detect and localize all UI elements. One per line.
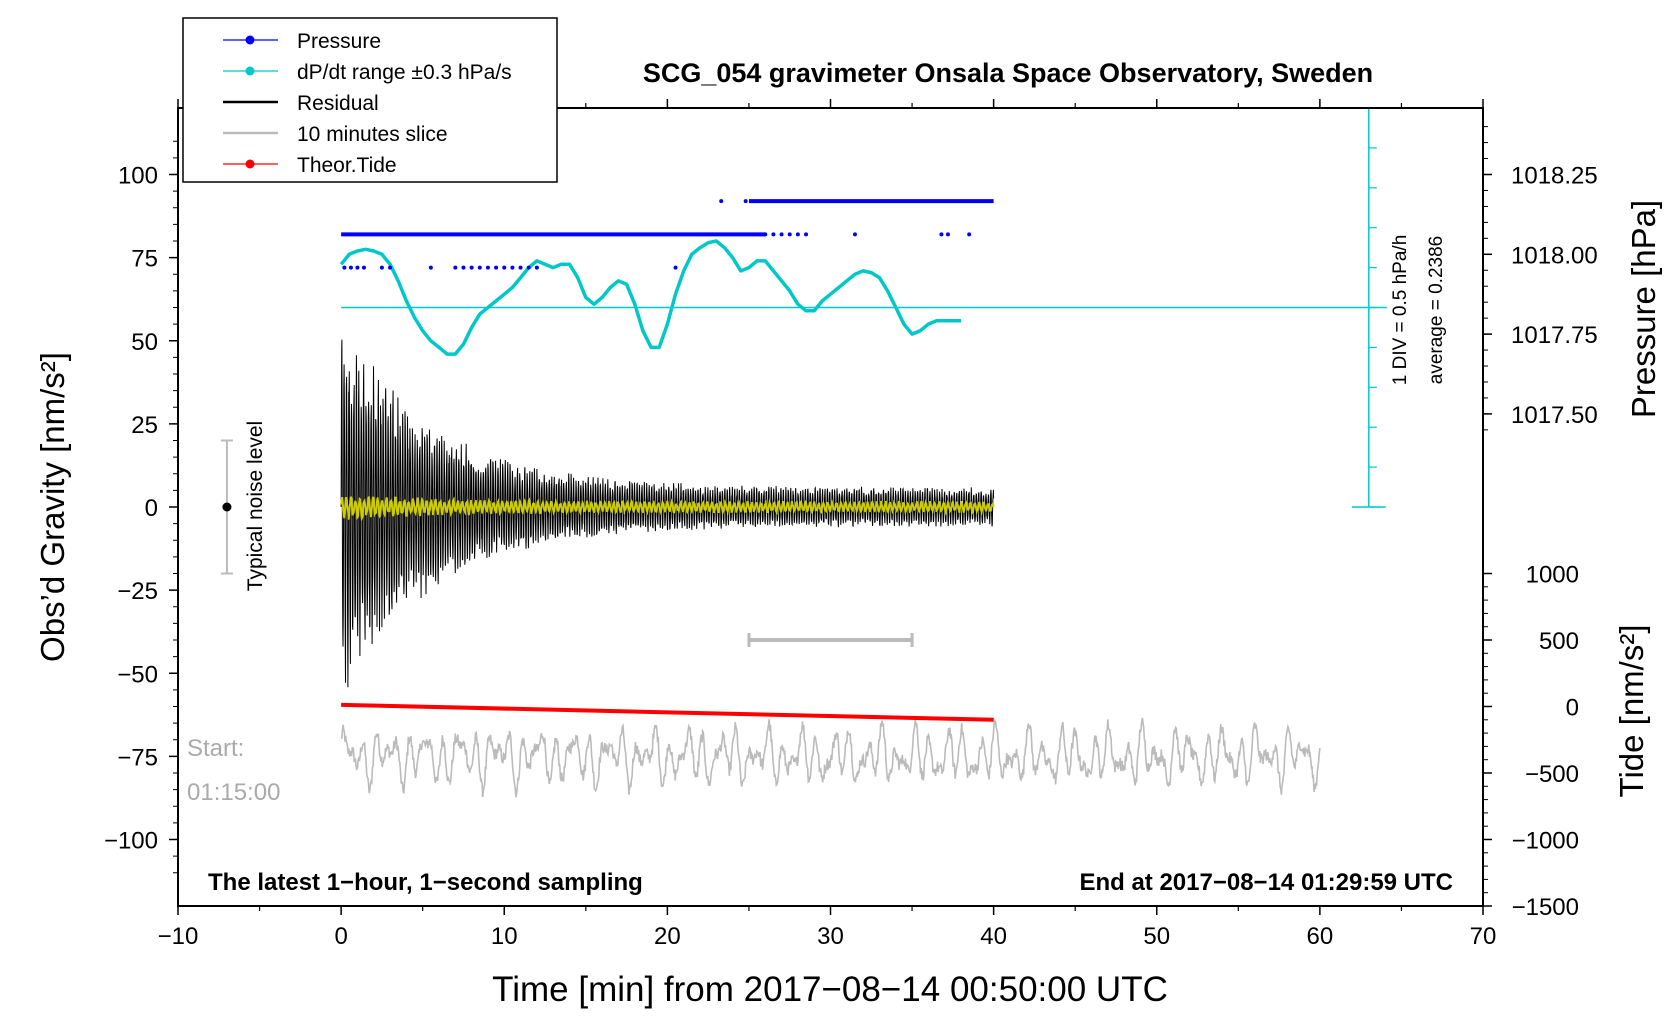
pressure-tick-label: 1017.50: [1511, 402, 1598, 429]
pressure-point: [967, 232, 972, 237]
residual-line: [340, 339, 995, 688]
x-tick-label: 10: [491, 923, 518, 950]
legend-swatch-marker: [245, 35, 255, 45]
legend-box: [182, 17, 558, 183]
legend-swatch-marker: [245, 159, 255, 169]
x-axis-label: Time [min] from 2017−08−14 00:50:00 UTC: [492, 970, 1168, 1009]
div-label: 1 DIV = 0.5 hPa/h: [1390, 235, 1411, 386]
pressure-point: [518, 265, 523, 270]
pressure-point: [771, 232, 776, 237]
y-tick-label: 75: [131, 246, 158, 273]
y-tick-label: −25: [117, 578, 158, 605]
y-tick-label: 25: [131, 412, 158, 439]
pressure-point: [348, 265, 353, 270]
pressure-tick-label: 1017.75: [1511, 322, 1598, 349]
pressure-point: [428, 265, 433, 270]
pressure-point: [534, 265, 539, 270]
tide-tick-label: 0: [1566, 695, 1579, 722]
x-tick-label: 60: [1307, 923, 1334, 950]
pressure-point: [469, 265, 474, 270]
bottom-right-note: End at 2017−08−14 01:29:59 UTC: [1079, 869, 1453, 896]
x-tick-label: 70: [1470, 923, 1497, 950]
pressure-point: [787, 232, 792, 237]
average-label: average = 0.2386: [1426, 236, 1447, 384]
x-tick-label: −10: [158, 923, 199, 950]
y-axis-label-left: Obs’d Gravity [nm/s²]: [34, 352, 71, 662]
legend-label-dpdt: dP/dt range ±0.3 hPa/s: [297, 61, 512, 84]
pressure-point: [763, 232, 768, 237]
pressure-point: [361, 265, 366, 270]
pressure-point: [477, 265, 482, 270]
legend-label-tide: Theor.Tide: [297, 154, 397, 177]
tide-tick-label: −500: [1525, 761, 1579, 788]
y-axis-label-pressure: Pressure [hPa]: [1625, 200, 1662, 418]
chart-title: SCG_054 gravimeter Onsala Space Observat…: [643, 58, 1373, 88]
pressure-point: [779, 232, 784, 237]
pressure-tick-label: 1018.25: [1511, 163, 1598, 190]
pressure-point: [945, 232, 950, 237]
tide-tick-label: 1000: [1526, 562, 1579, 589]
pressure-point: [342, 265, 347, 270]
data-layer: [220, 107, 1387, 798]
pressure-point: [461, 265, 466, 270]
tide-line: [341, 702, 994, 722]
y-axis-label-left-text: Obs’d Gravity [nm/s²]: [34, 352, 71, 662]
tide-tick-label: −1000: [1512, 828, 1579, 855]
pressure-point: [485, 265, 490, 270]
y-tick-label: 50: [131, 329, 158, 356]
y-tick-label: −50: [117, 661, 158, 688]
residual-smoothed-line: [340, 496, 995, 523]
y-tick-label: 100: [118, 163, 158, 190]
legend-label-residual: Residual: [297, 92, 379, 115]
pressure-point: [379, 265, 384, 270]
x-tick-label: 0: [334, 923, 347, 950]
y-axis-label-tide: Tide [nm/s²]: [1613, 625, 1650, 798]
pressure-point: [494, 265, 499, 270]
tide-tick-label: −1500: [1512, 894, 1579, 921]
noise-level-label: Typical noise level: [244, 421, 267, 591]
legend-swatch-marker: [245, 66, 255, 76]
legend: Pressure dP/dt range ±0.3 hPa/s Residual…: [182, 17, 558, 183]
legend-label-slice: 10 minutes slice: [297, 123, 448, 146]
legend-swatches: [223, 35, 278, 169]
x-tick-label: 30: [817, 923, 844, 950]
start-time: 01:15:00: [187, 779, 280, 806]
bottom-left-note: The latest 1−hour, 1−second sampling: [208, 869, 643, 896]
pressure-point: [355, 265, 360, 270]
tide-tick-label: 500: [1539, 628, 1579, 655]
pressure-point: [510, 265, 515, 270]
y-tick-label: −75: [117, 744, 158, 771]
pressure-point: [526, 265, 531, 270]
pressure-point: [852, 232, 857, 237]
pressure-point: [502, 265, 507, 270]
slice-line: [340, 717, 1321, 798]
x-tick-label: 40: [980, 923, 1007, 950]
y-tick-label: 0: [145, 495, 158, 522]
noise-level-dot: [222, 502, 232, 512]
pressure-point: [673, 265, 678, 270]
axes-layer: −10 0 10 20 30 40 50 60 701007550250−25−50−75−10…: [104, 99, 1598, 950]
pressure-point: [795, 232, 800, 237]
y-tick-label: −100: [104, 828, 158, 855]
pressure-point: [453, 265, 458, 270]
pressure-tick-label: 1018.00: [1511, 242, 1598, 269]
x-tick-label: 50: [1143, 923, 1170, 950]
pressure-point: [743, 199, 748, 204]
start-label: Start:: [187, 735, 244, 762]
pressure-point: [939, 232, 944, 237]
pressure-point: [388, 265, 393, 270]
pressure-point: [804, 232, 809, 237]
legend-label-pressure: Pressure: [297, 30, 381, 53]
x-tick-label: 20: [654, 923, 681, 950]
pressure-point: [719, 199, 724, 204]
dpdt-line: [339, 239, 961, 356]
